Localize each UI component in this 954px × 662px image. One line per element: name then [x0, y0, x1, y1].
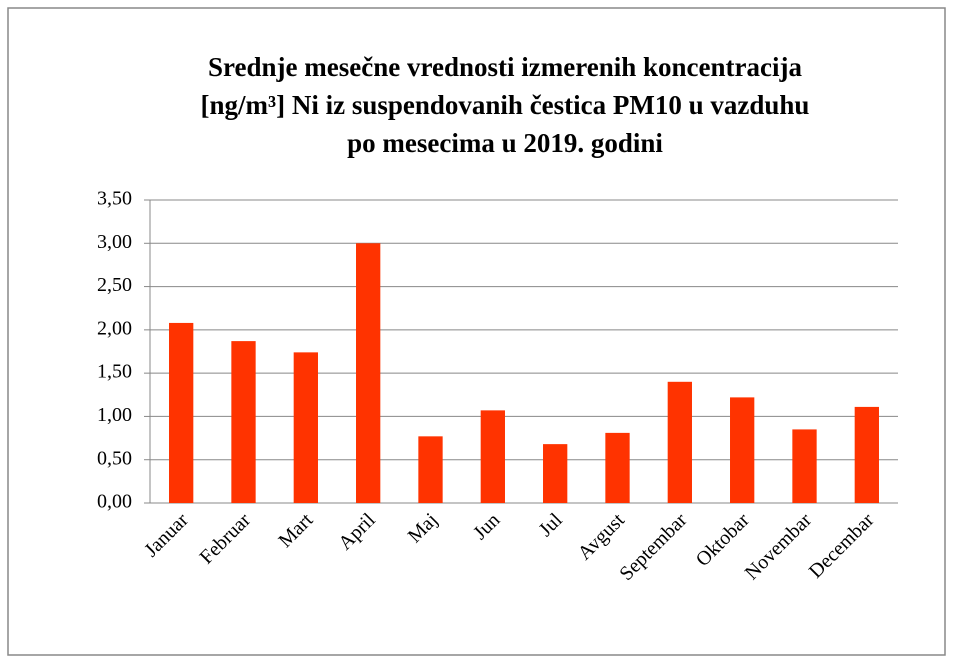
chart-title: Srednje mesečne vrednosti izmerenih konc…	[208, 52, 802, 82]
y-tick-label: 2,00	[97, 317, 132, 339]
y-tick-label: 3,00	[97, 231, 132, 253]
bar	[730, 397, 755, 503]
chart-title: [ng/m³] Ni iz suspendovanih čestica PM10…	[201, 90, 810, 120]
bar	[356, 243, 381, 504]
y-tick-label: 3,50	[97, 188, 132, 210]
y-tick-label: 1,50	[97, 361, 132, 383]
bar	[480, 410, 505, 503]
chart-title: po mesecima u 2019. godini	[347, 128, 663, 158]
bar	[418, 436, 443, 503]
bar	[543, 444, 568, 503]
y-tick-label: 0,00	[97, 491, 132, 513]
bar	[231, 341, 256, 503]
bar	[605, 432, 630, 503]
bar	[293, 352, 318, 503]
bar	[792, 429, 817, 503]
y-tick-label: 2,50	[97, 274, 132, 296]
y-tick-label: 0,50	[97, 447, 132, 469]
y-tick-label: 1,00	[97, 404, 132, 426]
bar	[667, 381, 692, 503]
chart-border	[7, 7, 946, 656]
bar	[854, 406, 879, 503]
bar	[169, 322, 194, 503]
